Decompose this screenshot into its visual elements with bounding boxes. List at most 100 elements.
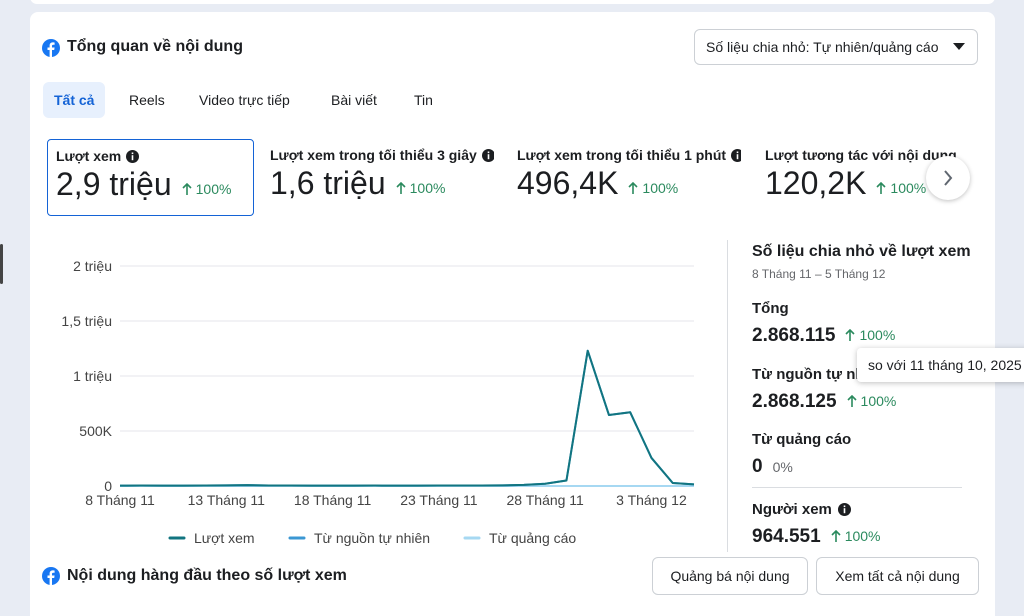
y-tick-label: 0 bbox=[104, 478, 112, 494]
breakdown-value-row: 964.551 100% bbox=[752, 526, 881, 548]
tab[interactable]: Bài viết bbox=[331, 92, 377, 108]
see-all-button[interactable]: Xem tất cả nội dung bbox=[816, 557, 979, 595]
metric-value-row: 2,9 triệu 100% bbox=[56, 166, 245, 203]
info-bar bbox=[843, 508, 846, 514]
arrow-shape bbox=[845, 329, 856, 341]
chevron-right bbox=[944, 170, 953, 186]
up-arrow bbox=[876, 182, 886, 194]
y-tick-label: 2 triệu bbox=[73, 258, 112, 274]
x-tick-label: 18 Tháng 11 bbox=[294, 492, 372, 508]
y-tick-label: 1,5 triệu bbox=[61, 313, 112, 329]
change-text: 0% bbox=[772, 459, 793, 475]
metric-label-row: Lượt tương tác với nội dung bbox=[765, 147, 959, 163]
arrow-shape bbox=[831, 530, 841, 542]
metric-value: 2,9 triệu bbox=[56, 166, 172, 202]
info-icon bbox=[126, 149, 140, 163]
content-overview-card bbox=[30, 12, 995, 616]
breakdown-change: 0% bbox=[773, 459, 793, 475]
info-icon bbox=[837, 503, 851, 516]
tooltip: so với 11 tháng 10, 2025 bbox=[857, 348, 1024, 382]
metric-value: 1,6 triệu bbox=[270, 165, 386, 201]
breakdown-dropdown[interactable]: Số liệu chia nhỏ: Tự nhiên/quảng cáo bbox=[694, 29, 978, 65]
arrow-shape bbox=[628, 182, 638, 194]
legend-label: Từ nguồn tự nhiên bbox=[314, 530, 430, 546]
info-bar bbox=[131, 154, 134, 160]
breakdown-value-row: 2.868.115 100% bbox=[752, 325, 895, 347]
change-text: 100% bbox=[890, 180, 927, 196]
metric-change: 100% bbox=[628, 180, 678, 196]
info-dot bbox=[487, 151, 490, 153]
metric-card[interactable]: Lượt xem 2,9 triệu 100% bbox=[47, 139, 254, 216]
change-text: 100% bbox=[195, 181, 232, 197]
tab[interactable]: Video trực tiếp bbox=[199, 92, 290, 108]
metric-label-row: Lượt xem trong tối thiểu 3 giây bbox=[270, 147, 494, 163]
x-tick-label: 23 Tháng 11 bbox=[400, 492, 478, 508]
info-bar bbox=[736, 153, 739, 159]
metric-label-row: Lượt xem trong tối thiểu 1 phút bbox=[517, 147, 741, 163]
metric-value: 496,4K bbox=[517, 165, 619, 201]
change-text: 100% bbox=[860, 393, 897, 409]
metric-card[interactable]: Lượt xem trong tối thiểu 3 giây 1,6 triệu… bbox=[262, 139, 502, 216]
arrow-shape bbox=[876, 182, 886, 194]
chart: 0 500K 1 triệu 1,5 triệu 2 triệu 8 Tháng 11 13… bbox=[61, 258, 695, 546]
breakdown-label: Từ quảng cáo bbox=[752, 431, 852, 448]
metric-change: 100% bbox=[182, 181, 232, 197]
info-dot bbox=[131, 152, 134, 154]
info-dot bbox=[843, 505, 846, 508]
info-icon bbox=[731, 148, 741, 162]
sidebar-handle bbox=[0, 244, 3, 284]
metric-card[interactable]: Lượt xem trong tối thiểu 1 phút 496,4K 100… bbox=[509, 139, 749, 216]
up-arrow bbox=[182, 183, 192, 195]
tab[interactable]: Tin bbox=[414, 92, 433, 108]
date-range: 8 Tháng 11 – 5 Tháng 12 bbox=[752, 267, 886, 281]
divider bbox=[727, 240, 728, 552]
promote-button[interactable]: Quảng bá nội dung bbox=[652, 557, 808, 595]
arrow-shape bbox=[182, 183, 192, 195]
metric-value: 120,2K bbox=[765, 165, 867, 201]
up-arrow bbox=[846, 395, 857, 407]
dropdown-label: Số liệu chia nhỏ: Tự nhiên/quảng cáo bbox=[706, 39, 939, 55]
metric-change: 100% bbox=[876, 180, 926, 196]
breakdown-change: 100% bbox=[831, 528, 881, 544]
up-arrow bbox=[628, 182, 638, 194]
metric-change: 100% bbox=[396, 180, 445, 196]
y-tick-label: 500K bbox=[79, 423, 112, 439]
metric-label: Lượt xem trong tối thiểu 1 phút bbox=[517, 147, 727, 163]
x-tick-label: 8 Tháng 11 bbox=[85, 492, 155, 508]
metric-card[interactable]: Lượt tương tác với nội dung 120,2K 100% bbox=[757, 139, 967, 216]
series-line bbox=[119, 349, 695, 487]
top-content-title: Nội dung hàng đầu theo số lượt xem bbox=[67, 567, 347, 584]
up-arrow bbox=[845, 329, 856, 341]
breakdown-value: 2.868.125 bbox=[752, 391, 837, 412]
breakdown-value: 2.868.115 bbox=[752, 325, 836, 346]
info-dot bbox=[736, 151, 739, 153]
metric-value-row: 120,2K 100% bbox=[765, 165, 959, 202]
tab[interactable]: Reels bbox=[129, 92, 165, 108]
metric-label: Lượt xem bbox=[56, 148, 122, 164]
breakdown-value: 964.551 bbox=[752, 526, 821, 547]
breakdown-value-row: 2.868.125 100% bbox=[752, 391, 896, 413]
change-text: 100% bbox=[642, 180, 679, 196]
breakdown-label: Tổng bbox=[752, 300, 789, 317]
arrow-shape bbox=[396, 182, 406, 194]
next-button[interactable] bbox=[926, 156, 970, 200]
y-tick-label: 1 triệu bbox=[73, 368, 112, 384]
metric-label: Lượt tương tác với nội dung bbox=[765, 147, 957, 163]
previous-card bbox=[30, 0, 995, 4]
breakdown-title: Số liệu chia nhỏ về lượt xem bbox=[752, 243, 971, 260]
up-arrow bbox=[831, 530, 841, 542]
legend-label: Từ quảng cáo bbox=[489, 530, 576, 546]
breakdown-change: 100% bbox=[845, 327, 895, 343]
dropdown-caret bbox=[953, 43, 965, 50]
up-arrow bbox=[396, 182, 406, 194]
breakdown-label: Từ nguồn tự nhiên bbox=[752, 366, 887, 383]
breakdown-value: 0 bbox=[752, 456, 763, 477]
change-text: 100% bbox=[844, 528, 881, 544]
breakdown-change: 100% bbox=[846, 393, 897, 409]
info-icon bbox=[481, 148, 494, 162]
info-circle bbox=[731, 148, 741, 162]
metric-value-row: 1,6 triệu 100% bbox=[270, 165, 494, 202]
tab[interactable]: Tất cả bbox=[43, 82, 106, 118]
facebook-icon bbox=[42, 39, 60, 57]
